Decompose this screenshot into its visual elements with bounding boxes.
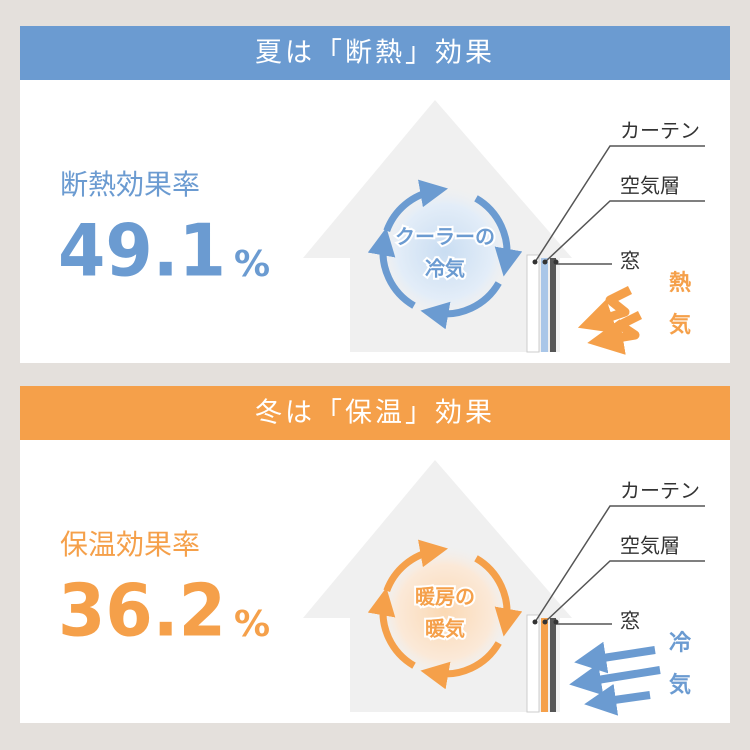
- leader-line: [544, 560, 705, 623]
- layer-label: 窓: [620, 249, 640, 273]
- air-glow: [377, 544, 513, 680]
- layer-label: 窓: [620, 609, 640, 633]
- cold-arrow: [574, 641, 656, 674]
- cold-arrow: [584, 683, 651, 716]
- cold-arrow: [569, 663, 661, 696]
- air-layer: [541, 618, 548, 712]
- layer-label: カーテン: [620, 479, 700, 503]
- rate-label: 保温効果率: [60, 528, 200, 561]
- outside-text: 冷: [669, 631, 692, 656]
- circle-text: 冷気: [425, 257, 465, 281]
- outside-text: 熱: [669, 270, 691, 296]
- leader-dot: [532, 619, 538, 625]
- circle-text: クーラーの: [395, 225, 495, 249]
- rate-value: 49.1: [58, 209, 226, 293]
- leader-dot: [553, 259, 559, 265]
- air-layer: [541, 258, 548, 352]
- curtain: [526, 254, 540, 353]
- rate-unit: %: [234, 604, 270, 645]
- leader-line: [534, 505, 705, 623]
- panel-header: [20, 386, 730, 440]
- leader-dot: [553, 619, 559, 625]
- outside-text: 気: [669, 312, 691, 338]
- leader-line: [534, 145, 705, 263]
- window-glass: [550, 258, 556, 352]
- air-glow: [377, 184, 513, 320]
- outside-text: 気: [669, 672, 691, 698]
- curtain: [526, 614, 540, 713]
- leader-dot: [532, 259, 538, 265]
- panel-title: 夏は「断熱」効果: [255, 38, 495, 69]
- circulation-arrow: [420, 281, 502, 330]
- circle-text: 暖気: [425, 617, 465, 641]
- circulation-arrow: [474, 555, 523, 637]
- window-glass: [550, 618, 556, 712]
- leader-dot: [542, 259, 548, 265]
- layer-label: カーテン: [620, 119, 700, 143]
- layer-label: 空気層: [620, 534, 680, 558]
- leader-line: [544, 200, 705, 263]
- circulation-arrow: [420, 641, 502, 690]
- heat-arrow: [587, 310, 643, 355]
- panel-title: 冬は「保温」効果: [255, 398, 495, 429]
- circle-text: 暖房の: [415, 585, 475, 609]
- rate-value: 36.2: [58, 569, 226, 653]
- circulation-arrow: [367, 587, 416, 669]
- rate-label: 断熱効果率: [60, 168, 200, 201]
- panel-header: [20, 26, 730, 80]
- layer-label: 空気層: [620, 174, 680, 198]
- rate-unit: %: [234, 244, 270, 285]
- circulation-arrow: [474, 195, 523, 277]
- circulation-arrow: [367, 227, 416, 309]
- leader-dot: [542, 619, 548, 625]
- circulation-arrow: [383, 539, 449, 593]
- heat-arrow: [577, 285, 633, 334]
- circulation-arrow: [383, 179, 449, 233]
